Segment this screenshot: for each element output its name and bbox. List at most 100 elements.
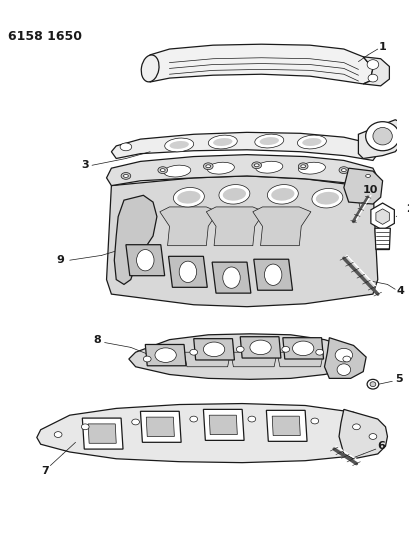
Text: 10: 10 bbox=[362, 185, 377, 196]
Ellipse shape bbox=[163, 165, 190, 177]
Polygon shape bbox=[276, 352, 323, 367]
Ellipse shape bbox=[297, 135, 326, 149]
Polygon shape bbox=[357, 120, 401, 158]
Ellipse shape bbox=[213, 138, 232, 146]
Polygon shape bbox=[146, 417, 174, 437]
Polygon shape bbox=[324, 338, 365, 378]
Polygon shape bbox=[240, 337, 280, 358]
Polygon shape bbox=[375, 209, 389, 224]
Ellipse shape bbox=[310, 418, 318, 424]
Polygon shape bbox=[252, 207, 310, 246]
Ellipse shape bbox=[267, 184, 298, 204]
Polygon shape bbox=[211, 262, 250, 293]
Ellipse shape bbox=[157, 167, 167, 174]
Ellipse shape bbox=[298, 162, 325, 174]
Ellipse shape bbox=[342, 356, 350, 362]
Ellipse shape bbox=[315, 192, 338, 205]
Ellipse shape bbox=[341, 168, 346, 172]
Ellipse shape bbox=[249, 340, 271, 354]
Polygon shape bbox=[272, 416, 299, 435]
Polygon shape bbox=[370, 203, 393, 230]
Ellipse shape bbox=[254, 134, 283, 148]
Ellipse shape bbox=[254, 164, 258, 167]
Ellipse shape bbox=[315, 349, 323, 355]
Ellipse shape bbox=[155, 348, 176, 362]
Polygon shape bbox=[128, 334, 357, 379]
Ellipse shape bbox=[281, 346, 289, 352]
Polygon shape bbox=[374, 228, 389, 249]
Ellipse shape bbox=[120, 143, 131, 151]
Ellipse shape bbox=[218, 184, 249, 204]
Ellipse shape bbox=[177, 191, 200, 204]
Ellipse shape bbox=[311, 189, 342, 208]
Ellipse shape bbox=[247, 416, 255, 422]
Polygon shape bbox=[140, 411, 181, 442]
Polygon shape bbox=[106, 176, 377, 306]
Polygon shape bbox=[106, 155, 377, 188]
Ellipse shape bbox=[123, 174, 128, 177]
Text: 1: 1 bbox=[378, 42, 386, 52]
Ellipse shape bbox=[236, 346, 243, 352]
Ellipse shape bbox=[189, 416, 197, 422]
Text: 6: 6 bbox=[377, 441, 384, 451]
Ellipse shape bbox=[298, 163, 307, 169]
Ellipse shape bbox=[300, 165, 305, 168]
Ellipse shape bbox=[365, 122, 399, 151]
Ellipse shape bbox=[372, 127, 391, 145]
Ellipse shape bbox=[189, 349, 197, 355]
Ellipse shape bbox=[366, 60, 378, 69]
Ellipse shape bbox=[362, 173, 372, 179]
Ellipse shape bbox=[54, 432, 62, 438]
Polygon shape bbox=[209, 415, 237, 434]
Text: 8: 8 bbox=[93, 335, 101, 345]
Ellipse shape bbox=[251, 162, 261, 168]
Ellipse shape bbox=[203, 342, 224, 357]
Ellipse shape bbox=[131, 419, 139, 425]
Polygon shape bbox=[206, 207, 264, 246]
Ellipse shape bbox=[255, 161, 282, 173]
Polygon shape bbox=[184, 352, 230, 367]
Ellipse shape bbox=[365, 174, 370, 177]
Ellipse shape bbox=[207, 162, 234, 174]
Ellipse shape bbox=[367, 74, 377, 82]
Polygon shape bbox=[126, 245, 164, 276]
Ellipse shape bbox=[81, 424, 89, 430]
Ellipse shape bbox=[164, 138, 193, 152]
Polygon shape bbox=[253, 259, 292, 290]
Ellipse shape bbox=[368, 433, 376, 439]
Polygon shape bbox=[88, 424, 116, 443]
Polygon shape bbox=[203, 409, 243, 440]
Ellipse shape bbox=[169, 141, 189, 149]
Polygon shape bbox=[343, 168, 382, 204]
Ellipse shape bbox=[141, 55, 159, 82]
Ellipse shape bbox=[203, 163, 213, 169]
Ellipse shape bbox=[136, 249, 154, 271]
Ellipse shape bbox=[222, 188, 245, 201]
Polygon shape bbox=[111, 132, 377, 160]
Ellipse shape bbox=[222, 267, 240, 288]
Polygon shape bbox=[193, 338, 234, 360]
Ellipse shape bbox=[179, 261, 196, 282]
Ellipse shape bbox=[259, 137, 278, 145]
Polygon shape bbox=[145, 344, 186, 366]
Text: 6158 1650: 6158 1650 bbox=[8, 30, 81, 43]
Ellipse shape bbox=[369, 382, 375, 386]
Ellipse shape bbox=[301, 138, 321, 146]
Text: 3: 3 bbox=[81, 160, 89, 170]
Ellipse shape bbox=[271, 188, 294, 201]
Text: 7: 7 bbox=[42, 466, 49, 477]
Polygon shape bbox=[282, 338, 323, 359]
Polygon shape bbox=[168, 256, 207, 287]
Ellipse shape bbox=[173, 188, 204, 207]
Ellipse shape bbox=[352, 424, 360, 430]
Polygon shape bbox=[338, 409, 387, 459]
Ellipse shape bbox=[338, 167, 348, 174]
Text: 5: 5 bbox=[394, 374, 402, 384]
Ellipse shape bbox=[336, 364, 350, 375]
Polygon shape bbox=[37, 403, 377, 463]
Polygon shape bbox=[362, 57, 389, 86]
Polygon shape bbox=[82, 418, 123, 449]
Polygon shape bbox=[114, 195, 157, 285]
Ellipse shape bbox=[264, 264, 281, 285]
Ellipse shape bbox=[143, 356, 151, 362]
